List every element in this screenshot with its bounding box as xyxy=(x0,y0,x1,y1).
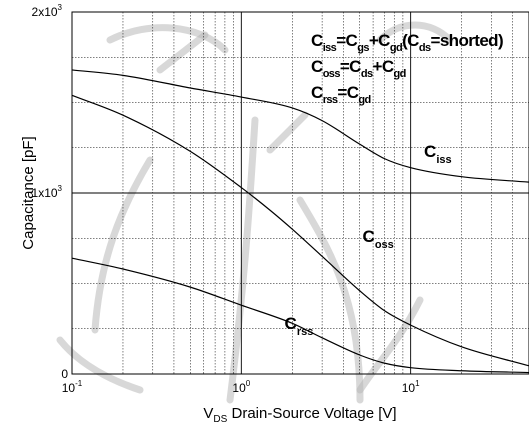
equation-subscript: gd xyxy=(394,68,406,80)
curve-label-rss: Crss xyxy=(285,314,314,338)
y-tick-exp: 3 xyxy=(58,184,63,193)
x-tick-label: 10-1 xyxy=(62,379,83,395)
x-tick-exp: -1 xyxy=(75,379,83,388)
y-tick-label: 2x103 xyxy=(32,3,63,19)
y-tick-exp: 3 xyxy=(58,3,63,12)
equation-text: C xyxy=(311,57,323,76)
equation-subscript: ds xyxy=(419,42,431,54)
x-axis-title-sub: DS xyxy=(213,414,227,425)
equation-text: C xyxy=(311,83,323,102)
equation-text: +C xyxy=(373,57,394,76)
x-axis-title-rest: Drain-Source Voltage [V] xyxy=(227,405,396,422)
equation-line: Ciss=Cgs+Cgd(Cds=shorted) xyxy=(311,31,503,54)
x-tick-base: 10 xyxy=(62,381,76,395)
equation-text: =C xyxy=(340,57,361,76)
curve-label-main: C xyxy=(285,314,297,333)
plot-frame xyxy=(71,11,529,375)
curve-rss xyxy=(71,257,529,374)
curve-oss xyxy=(71,94,529,367)
watermark-logo xyxy=(56,21,454,404)
equation-text: =C xyxy=(337,83,358,102)
y-tick-base: 0 xyxy=(61,367,68,381)
capacitance-equations: Ciss=Cgs+Cgd(Cds=shorted)Coss=Cds+CgdCrs… xyxy=(311,31,504,106)
equation-text: C xyxy=(311,31,323,50)
x-tick-base: 10 xyxy=(402,381,416,395)
equation-subscript: gd xyxy=(390,42,402,54)
curve-label-iss: Ciss xyxy=(424,142,452,166)
curve-label-sub: oss xyxy=(375,239,394,251)
x-tick-label: 100 xyxy=(232,379,250,395)
x-tick-exp: 1 xyxy=(415,379,420,388)
equation-subscript: gs xyxy=(357,42,369,54)
equation-subscript: oss xyxy=(323,68,341,80)
y-tick-base: 1x10 xyxy=(32,186,58,200)
x-tick-base: 10 xyxy=(232,381,246,395)
equation-text: =C xyxy=(336,31,357,50)
equation-line: Coss=Cds+Cgd xyxy=(311,57,406,80)
x-tick-label: 101 xyxy=(402,379,420,395)
y-tick-base: 2x10 xyxy=(32,5,58,19)
y-tick-label: 1x103 xyxy=(32,184,63,200)
equation-text: (C xyxy=(402,31,419,50)
curve-label-sub: iss xyxy=(436,154,451,166)
y-axis-title: Capacitance [pF] xyxy=(20,136,37,249)
curve-label-main: C xyxy=(424,142,436,161)
curve-label-sub: rss xyxy=(297,326,314,338)
curve-label-oss: Coss xyxy=(363,227,394,251)
curve-iss xyxy=(71,69,529,183)
equation-subscript: rss xyxy=(323,94,338,106)
grid xyxy=(72,12,529,374)
x-axis-title-prefix: V xyxy=(203,405,213,422)
equation-text: +C xyxy=(369,31,390,50)
y-tick-label: 0 xyxy=(61,367,68,381)
equation-subscript: gd xyxy=(358,94,370,106)
equation-line: Crss=Cgd xyxy=(311,83,371,106)
x-tick-exp: 0 xyxy=(246,379,251,388)
equation-subscript: iss xyxy=(323,42,337,54)
curves xyxy=(71,69,529,374)
curve-label-main: C xyxy=(363,227,375,246)
equation-subscript: ds xyxy=(361,68,373,80)
x-axis-title: VDS Drain-Source Voltage [V] xyxy=(203,405,396,425)
equation-text: =shorted) xyxy=(431,31,504,50)
